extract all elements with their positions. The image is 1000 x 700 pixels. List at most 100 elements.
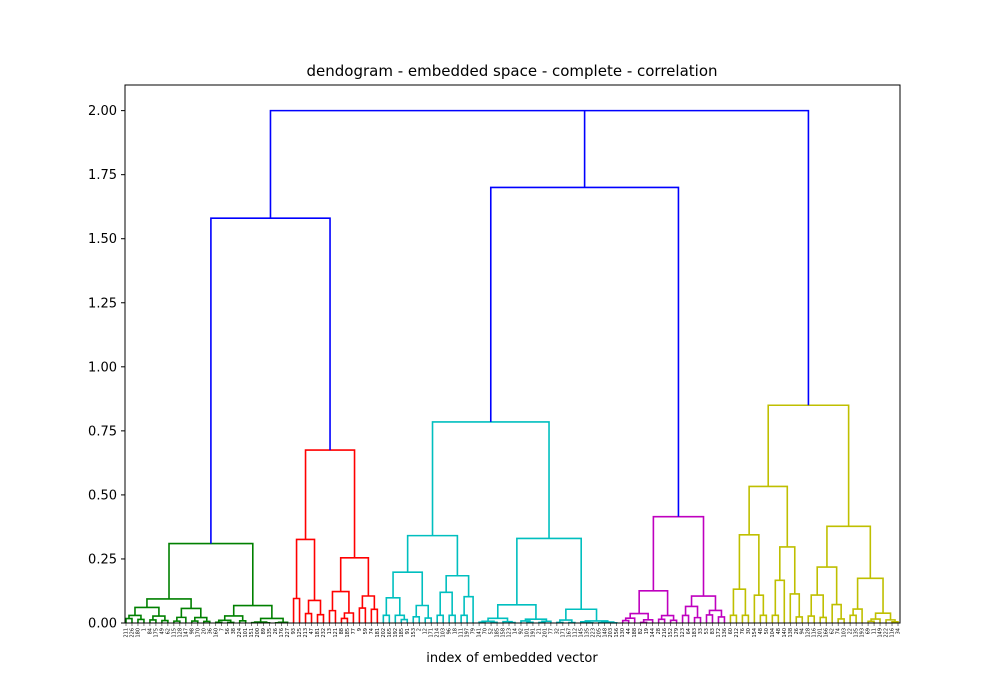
x-leaf-label: 93 [291,628,297,634]
x-leaf-label: 19 [644,628,650,634]
dendrogram-link [328,609,337,623]
dendrogram-link [412,615,421,623]
dendrogram-link [621,619,630,623]
x-leaf-label: 26 [794,628,800,634]
x-leaf-label: 144 [650,628,656,638]
dendrogram-link [463,595,474,623]
x-leaf-label: 138 [788,628,794,638]
x-leaf-label: 2 [417,628,423,631]
plot-frame [124,84,901,624]
x-leaf-label: 1 [141,628,147,631]
x-leaf-label: 181 [375,628,381,638]
x-leaf-label: 18 [453,628,459,634]
x-leaf-label: 214 [435,628,441,638]
x-leaf-label: 197 [465,628,471,638]
x-leaf-label: 88 [339,628,345,634]
dendrogram-link [180,607,202,618]
y-tick-label: 1.75 [88,168,117,183]
x-leaf-label: 79 [471,628,477,634]
x-leaf-label: 152 [668,628,674,638]
x-leaf-label: 36 [207,628,213,634]
x-leaf-label: 128 [177,628,183,638]
dendrogram-link [125,617,133,623]
x-leaf-label: 158 [501,628,507,638]
x-leaf-label: 56 [225,628,231,634]
dendrogram-link [176,616,187,623]
x-leaf-label: 52 [489,628,495,634]
x-leaf-label: 98 [189,628,195,634]
x-leaf-label: 232 [321,628,327,638]
x-leaf-label: 94 [800,628,806,634]
x-leaf-label: 9 [357,628,363,631]
x-leaf-label: 192 [393,628,399,638]
x-leaf-label: 115 [171,628,177,638]
x-leaf-label: 156 [614,628,620,638]
x-leaf-label: 148 [602,628,608,638]
x-leaf-label: 13 [327,628,333,634]
x-leaf-label: 116 [812,628,818,638]
x-leaf-label: 62 [830,628,836,634]
x-leaf-label: 154 [752,628,758,638]
x-leaf-label: 50 [764,628,770,634]
dendrogram-link [152,615,166,621]
dendrogram-link [642,619,654,623]
x-leaf-label: 22 [848,628,854,634]
y-tick-label: 1.00 [88,360,117,375]
x-leaf-label: 227 [285,628,291,638]
x-leaf-label: 145 [578,628,584,638]
dendrogram-link [487,617,509,622]
dendrogram-link [520,620,531,623]
x-leaf-label: 21 [536,628,542,634]
x-leaf-label: 166 [824,628,830,638]
dendrogram-link [748,485,789,547]
dendrogram-link [870,618,881,623]
dendrogram-link [816,566,838,605]
x-leaf-label: 96 [447,628,453,634]
x-leaf-label: 205 [596,628,602,638]
x-leaf-label: 147 [183,628,189,638]
dendrogram-link [826,525,872,579]
x-leaf-label: 49 [159,628,165,634]
x-leaf-label: 60 [728,628,734,634]
x-leaf-label: 185 [399,628,405,638]
x-leaf-label: 226 [129,628,135,638]
x-leaf-label: 136 [722,628,728,638]
dendrogram-link [657,618,666,623]
x-leaf-label: 64 [686,628,692,634]
x-leaf-label: 76 [740,628,746,634]
x-axis: 211 226 180 1 84 175 49 62 115 128 147 98 170 20 36 160… [124,623,902,638]
x-leaf-label: 14 [512,628,518,634]
x-leaf-label: 153 [411,628,417,638]
dendrogram-link [559,619,573,623]
x-leaf-label: 116 [890,628,896,638]
x-leaf-label: 201 [542,628,548,638]
x-leaf-label: 34 [896,628,902,634]
dendrogram-link [732,588,747,616]
y-tick-label: 1.25 [88,296,117,311]
dendrogram-link [629,612,649,620]
x-leaf-label: 47 [309,628,315,634]
x-leaf-label: 74 [369,628,375,634]
x-leaf-label: 84 [147,628,153,634]
dendrogram-link [161,619,169,623]
dendrogram-link [194,616,208,622]
x-leaf-label: 30 [746,628,752,634]
dendrogram-link [738,534,760,596]
x-leaf-label: 11 [872,628,878,634]
dendrogram-link [681,614,690,623]
x-leaf-label: 70 [483,628,489,634]
x-leaf-label: 33 [698,628,704,634]
x-leaf-label: 12 [423,628,429,634]
x-leaf-label: 141 [477,628,483,638]
x-leaf-label: 135 [854,628,860,638]
x-leaf-label: 104 [770,628,776,638]
x-leaf-label: 212 [734,628,740,638]
dendrogram-link [269,109,810,406]
x-leaf-label: 123 [507,628,513,638]
x-leaf-label: 160 [213,628,219,638]
x-leaf-label: 103 [842,628,848,638]
x-leaf-label: 185 [345,628,351,638]
plot-background [125,85,900,623]
x-leaf-label: 151 [249,628,255,638]
x-leaf-label: 128 [806,628,812,638]
